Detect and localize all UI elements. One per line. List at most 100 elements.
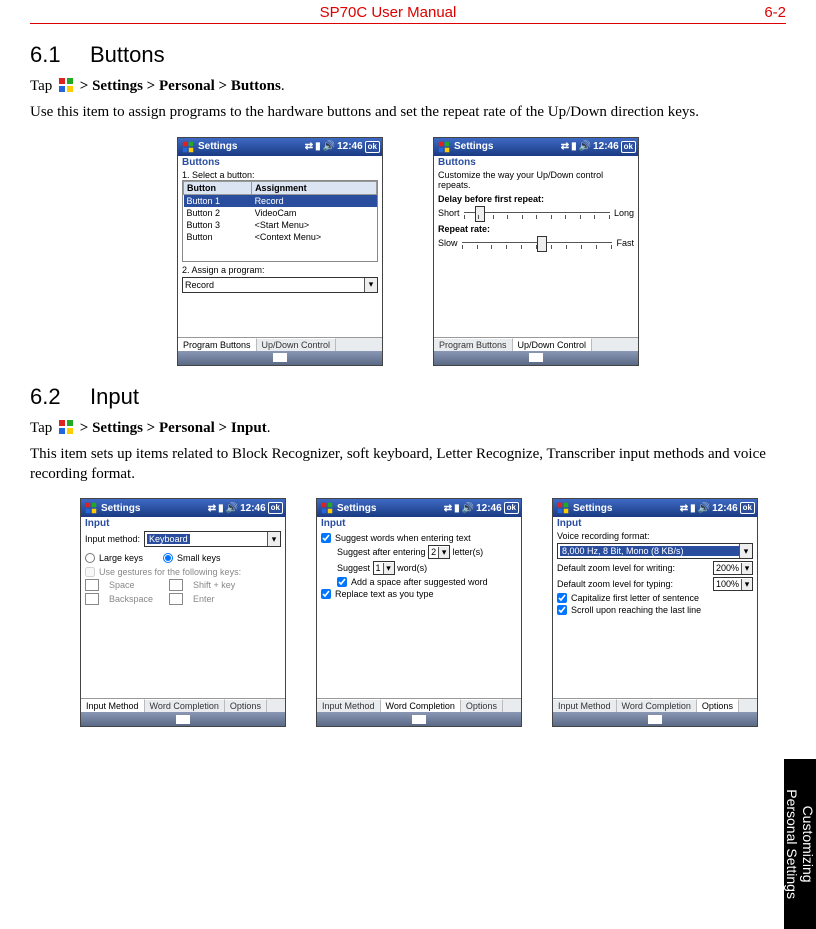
signal-icon[interactable]: ▮ — [315, 141, 321, 152]
tab-program-buttons[interactable]: Program Buttons — [178, 338, 257, 351]
signal-icon[interactable]: ▮ — [690, 503, 696, 514]
section-title: Buttons — [90, 42, 165, 67]
tab-program-buttons[interactable]: Program Buttons — [434, 338, 513, 351]
letters-combo[interactable]: 2▾ — [428, 545, 450, 559]
start-icon[interactable] — [557, 502, 569, 514]
tab-input-method[interactable]: Input Method — [81, 699, 145, 712]
titlebar-title: Settings — [337, 503, 444, 514]
radio-small-keys[interactable]: Small keys — [163, 553, 221, 563]
section-num: 6.1 — [30, 42, 90, 68]
table-row[interactable]: Button 3<Start Menu> — [184, 219, 377, 231]
checkbox-add-space[interactable]: Add a space after suggested word — [337, 577, 517, 587]
keyboard-icon[interactable] — [529, 353, 543, 362]
col-button: Button — [184, 181, 252, 194]
screenshot-input-options: Settings ⇄ ▮ 🔊 12:46 ok Input Voice reco… — [552, 498, 758, 727]
tab-input-method[interactable]: Input Method — [317, 699, 381, 712]
program-combo[interactable]: Record ▾ — [182, 277, 378, 293]
speaker-icon[interactable]: 🔊 — [698, 503, 710, 514]
chevron-down-icon[interactable]: ▾ — [267, 532, 280, 546]
label-select-button: 1. Select a button: — [182, 170, 378, 180]
sync-icon[interactable]: ⇄ — [305, 141, 313, 152]
col-assignment: Assignment — [252, 181, 377, 194]
signal-icon[interactable]: ▮ — [218, 503, 224, 514]
clock: 12:46 — [593, 141, 619, 152]
section-title: Input — [90, 384, 139, 409]
clock: 12:46 — [240, 503, 266, 514]
speaker-icon[interactable]: 🔊 — [462, 503, 474, 514]
keyboard-icon[interactable] — [273, 353, 287, 362]
keyboard-icon[interactable] — [176, 715, 190, 724]
label-fast: Fast — [616, 238, 634, 248]
zoom-writing-combo[interactable]: 200%▾ — [713, 561, 753, 575]
table-row[interactable]: Button 2VideoCam — [184, 207, 377, 219]
label-delay: Delay before first repeat: — [438, 194, 634, 204]
chevron-down-icon: ▾ — [741, 563, 752, 574]
ok-button[interactable]: ok — [365, 141, 380, 153]
zoom-typing-combo[interactable]: 100%▾ — [713, 577, 753, 591]
section-6-1-desc: Use this item to assign programs to the … — [30, 102, 786, 122]
speaker-icon[interactable]: 🔊 — [579, 141, 591, 152]
keyboard-icon[interactable] — [648, 715, 662, 724]
label-zoom-writing: Default zoom level for writing: — [557, 563, 675, 573]
table-row[interactable]: Button<Context Menu> — [184, 231, 377, 243]
keyboard-icon[interactable] — [412, 715, 426, 724]
label-repeat-rate: Repeat rate: — [438, 224, 634, 234]
ok-button[interactable]: ok — [268, 502, 283, 514]
tab-options[interactable]: Options — [697, 699, 739, 712]
radio-large-keys[interactable]: Large keys — [85, 553, 143, 563]
clock: 12:46 — [712, 503, 738, 514]
start-icon[interactable] — [321, 502, 333, 514]
page-header: SP70C User Manual 6-2 — [30, 0, 786, 24]
chevron-down-icon[interactable]: ▾ — [739, 544, 752, 558]
table-row[interactable]: Button 1Record — [184, 194, 377, 207]
checkbox-suggest-words[interactable]: Suggest words when entering text — [321, 533, 517, 543]
sync-icon[interactable]: ⇄ — [680, 503, 688, 514]
sync-icon[interactable]: ⇄ — [444, 503, 452, 514]
start-icon[interactable] — [182, 141, 194, 153]
ok-button[interactable]: ok — [504, 502, 519, 514]
section-6-1-heading: 6.1Buttons — [30, 42, 786, 68]
checkbox-capitalize[interactable]: Capitalize first letter of sentence — [557, 593, 753, 603]
clock: 12:46 — [476, 503, 502, 514]
tab-word-completion[interactable]: Word Completion — [617, 699, 697, 712]
screenshot-input-word-completion: Settings ⇄ ▮ 🔊 12:46 ok Input Suggest wo… — [316, 498, 522, 727]
sync-icon[interactable]: ⇄ — [561, 141, 569, 152]
start-icon[interactable] — [85, 502, 97, 514]
button-list[interactable]: ButtonAssignment Button 1Record Button 2… — [182, 180, 378, 262]
label-short: Short — [438, 208, 460, 218]
start-icon[interactable] — [438, 141, 450, 153]
voice-format-combo[interactable]: 8,000 Hz, 8 Bit, Mono (8 KB/s) ▾ — [557, 543, 753, 559]
signal-icon[interactable]: ▮ — [454, 503, 460, 514]
app-label: Input — [553, 517, 757, 529]
speaker-icon[interactable]: 🔊 — [323, 141, 335, 152]
delay-slider[interactable] — [464, 206, 610, 220]
speaker-icon[interactable]: 🔊 — [226, 503, 238, 514]
tab-updown-control[interactable]: Up/Down Control — [513, 338, 593, 351]
ok-button[interactable]: ok — [621, 141, 636, 153]
checkbox-scroll-last-line[interactable]: Scroll upon reaching the last line — [557, 605, 753, 615]
tab-updown-control[interactable]: Up/Down Control — [257, 338, 337, 351]
tab-input-method[interactable]: Input Method — [553, 699, 617, 712]
rate-slider[interactable] — [462, 236, 613, 250]
titlebar: Settings ⇄ ▮ 🔊 12:46 ok — [434, 138, 638, 156]
tab-options[interactable]: Options — [461, 699, 503, 712]
signal-icon[interactable]: ▮ — [571, 141, 577, 152]
words-combo[interactable]: 1▾ — [373, 561, 395, 575]
tab-options[interactable]: Options — [225, 699, 267, 712]
ok-button[interactable]: ok — [740, 502, 755, 514]
checkbox-gestures: Use gestures for the following keys: — [85, 567, 281, 577]
sync-icon[interactable]: ⇄ — [208, 503, 216, 514]
tap-path-6-2: Tap > Settings > Personal > Input. — [30, 418, 786, 438]
label-assign-program: 2. Assign a program: — [182, 265, 378, 275]
checkbox-replace-text[interactable]: Replace text as you type — [321, 589, 517, 599]
gesture-icon — [169, 579, 183, 591]
tab-word-completion[interactable]: Word Completion — [381, 699, 461, 712]
titlebar: Settings ⇄ ▮ 🔊 12:46 ok — [178, 138, 382, 156]
input-method-combo[interactable]: Keyboard ▾ — [144, 531, 281, 547]
chevron-down-icon[interactable]: ▾ — [364, 278, 377, 292]
titlebar: Settings ⇄ ▮ 🔊 12:46 ok — [317, 499, 521, 517]
section-num: 6.2 — [30, 384, 90, 410]
tab-word-completion[interactable]: Word Completion — [145, 699, 225, 712]
app-label: Input — [317, 517, 521, 529]
titlebar-title: Settings — [101, 503, 208, 514]
